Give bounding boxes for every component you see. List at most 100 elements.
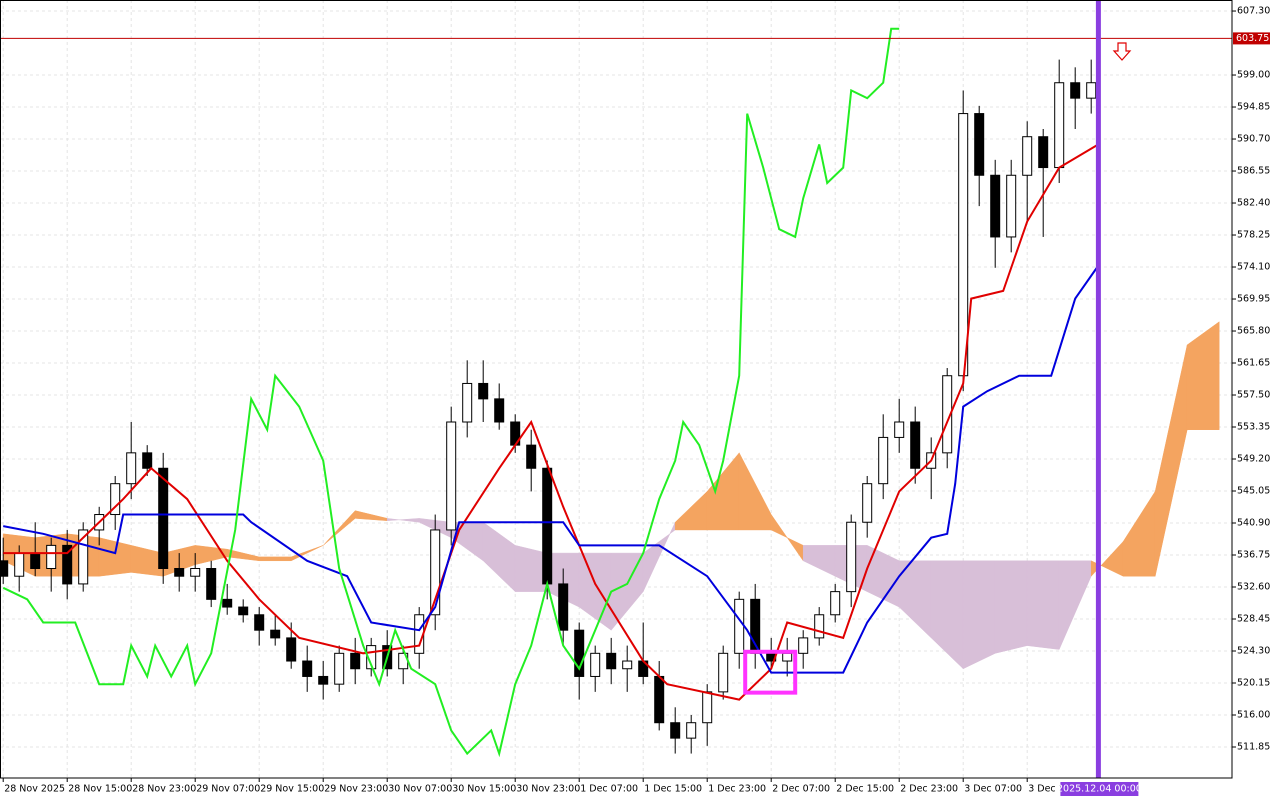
x-tick-label: 3 Dec 15:00 bbox=[1028, 784, 1086, 795]
candle-body bbox=[1038, 136, 1049, 169]
sell-arrow-icon bbox=[1112, 42, 1132, 61]
candle-body bbox=[126, 452, 137, 485]
candle-body bbox=[846, 521, 857, 593]
x-tick-label: 29 Nov 07:00 bbox=[196, 784, 260, 795]
x-tick-label: 1 Dec 23:00 bbox=[708, 784, 766, 795]
y-tick-label: 553.35 bbox=[1237, 422, 1270, 433]
candle-body bbox=[254, 614, 265, 631]
candle-body bbox=[334, 652, 345, 685]
y-tick-label: 545.05 bbox=[1237, 486, 1270, 497]
y-tick-label: 516.00 bbox=[1237, 710, 1270, 721]
y-tick-label: 569.95 bbox=[1237, 294, 1270, 305]
y-tick-label: 574.10 bbox=[1237, 262, 1270, 273]
indicator-line bbox=[3, 264, 1100, 674]
candle-body bbox=[718, 652, 729, 693]
x-tick-label: 1 Dec 07:00 bbox=[580, 784, 638, 795]
candle-body bbox=[606, 652, 617, 670]
candle-body bbox=[142, 452, 153, 469]
x-tick-label: 2 Dec 15:00 bbox=[836, 784, 894, 795]
candle-body bbox=[542, 467, 553, 585]
candle-body bbox=[222, 598, 233, 608]
candle-body bbox=[734, 598, 745, 654]
x-tick-label: 3 Dec 07:00 bbox=[964, 784, 1022, 795]
y-tick-label: 540.90 bbox=[1237, 518, 1270, 529]
candles bbox=[0, 59, 1097, 754]
x-tick-label: 30 Nov 07:00 bbox=[388, 784, 452, 795]
candle-body bbox=[558, 583, 569, 631]
candle-body bbox=[62, 544, 73, 585]
cloud-segment bbox=[258, 556, 292, 562]
candle-body bbox=[1022, 136, 1033, 176]
candle-body bbox=[894, 421, 905, 438]
y-tick-label: 536.75 bbox=[1237, 550, 1270, 561]
indicator-lines bbox=[2, 27, 1100, 758]
candle-body bbox=[1070, 82, 1081, 99]
y-tick-label: 599.00 bbox=[1237, 70, 1270, 81]
x-tick-label: 28 Nov 23:00 bbox=[132, 784, 196, 795]
candle-body bbox=[702, 691, 713, 724]
x-tick-label: 29 Nov 15:00 bbox=[260, 784, 324, 795]
candle-body bbox=[430, 529, 441, 616]
y-tick-label: 557.50 bbox=[1237, 390, 1270, 401]
y-tick-label: 586.55 bbox=[1237, 166, 1270, 177]
candle-body bbox=[670, 722, 681, 739]
candle-body bbox=[270, 629, 281, 639]
candle-body bbox=[574, 629, 585, 677]
x-tick-label: 2 Dec 23:00 bbox=[900, 784, 958, 795]
candle-body bbox=[1086, 82, 1097, 99]
y-tick-label: 590.70 bbox=[1237, 134, 1270, 145]
cloud-segment bbox=[962, 560, 996, 670]
y-tick-label: 511.85 bbox=[1237, 742, 1270, 753]
cloud-segment bbox=[290, 545, 324, 562]
y-tick-label: 520.15 bbox=[1237, 678, 1270, 689]
y-tick-label: 582.40 bbox=[1237, 198, 1270, 209]
candle-body bbox=[686, 722, 697, 739]
candle-body bbox=[878, 436, 889, 485]
candle-body bbox=[78, 529, 89, 585]
axes: 607.30 599.00 594.85 590.70 586.55 582.40 578.… bbox=[2, 6, 1270, 796]
cursor-label-box bbox=[1060, 782, 1139, 796]
x-tick-label: 29 Nov 23:00 bbox=[324, 784, 388, 795]
candle-body bbox=[158, 467, 169, 570]
candle-body bbox=[814, 614, 825, 639]
y-tick-label: 561.65 bbox=[1237, 358, 1270, 369]
candle-body bbox=[830, 591, 841, 616]
cloud-segment bbox=[994, 560, 1028, 654]
x-tick-label: 2 Dec 07:00 bbox=[772, 784, 830, 795]
cloud-segment bbox=[1186, 321, 1220, 430]
candle-body bbox=[478, 382, 489, 400]
x-tick-label: 28 Nov 2025 bbox=[4, 784, 65, 795]
y-tick-label: 549.20 bbox=[1237, 454, 1270, 465]
price-label: 603.75 bbox=[1236, 33, 1269, 44]
y-tick-label: 594.85 bbox=[1237, 102, 1270, 113]
candle-body bbox=[958, 113, 969, 377]
candle-body bbox=[910, 421, 921, 469]
cloud-segment bbox=[1026, 560, 1060, 650]
candle-body bbox=[110, 483, 121, 516]
candle-body bbox=[990, 174, 1001, 238]
y-tick-label: 528.45 bbox=[1237, 614, 1270, 625]
y-tick-label: 532.60 bbox=[1237, 582, 1270, 593]
candle-body bbox=[782, 652, 793, 662]
candle-body bbox=[1006, 174, 1017, 238]
candle-body bbox=[206, 568, 217, 600]
y-tick-label: 565.80 bbox=[1237, 326, 1270, 337]
cursor-label: 2025.12.04 00:00 bbox=[1057, 784, 1142, 795]
candle-body bbox=[494, 398, 505, 423]
candle-body bbox=[974, 113, 985, 176]
candle-body bbox=[862, 483, 873, 523]
candle-body bbox=[14, 552, 25, 577]
price-label-box bbox=[1233, 32, 1270, 45]
candle-body bbox=[654, 675, 665, 724]
candle-body bbox=[302, 660, 313, 677]
candle-body bbox=[30, 552, 41, 570]
candle-body bbox=[446, 421, 457, 531]
y-tick-label: 607.30 bbox=[1237, 6, 1270, 17]
y-tick-label: 524.30 bbox=[1237, 646, 1270, 657]
x-tick-label: 1 Dec 15:00 bbox=[644, 784, 702, 795]
indicator-line bbox=[3, 143, 1099, 701]
candle-body bbox=[1054, 82, 1065, 169]
overlay bbox=[0, 0, 1232, 778]
candle-body bbox=[942, 375, 953, 454]
